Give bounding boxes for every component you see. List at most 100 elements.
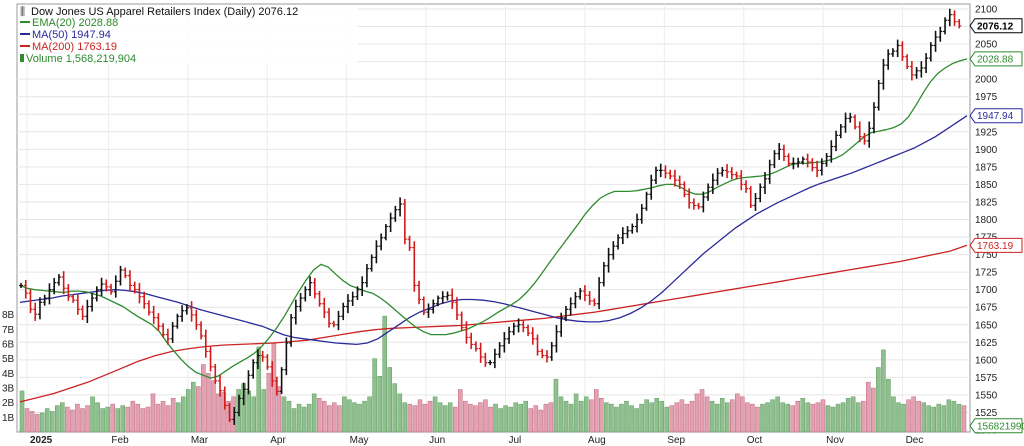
ma50-layer — [19, 115, 968, 346]
price-bar — [606, 247, 611, 273]
price-bar — [383, 223, 388, 241]
price-bar — [682, 181, 687, 198]
volume-bar — [704, 396, 710, 433]
volume-bar — [357, 403, 362, 433]
volume-bar — [321, 400, 327, 433]
month-label: Mar — [191, 435, 209, 446]
volume-bar — [820, 399, 826, 433]
volume-tick-label: 4B — [2, 369, 15, 380]
volume-bar — [180, 396, 186, 433]
legend-ema20: EMA(20) 2028.88 — [20, 17, 118, 29]
price-bar — [530, 327, 535, 345]
volume-bar — [165, 405, 171, 433]
volume-bar — [553, 378, 559, 433]
price-bar — [94, 286, 99, 302]
price-bar — [175, 313, 180, 329]
y-tick-label: 1750 — [975, 250, 998, 261]
volume-bar — [891, 396, 896, 433]
volume-bar — [342, 396, 347, 433]
volume-bar — [634, 408, 639, 433]
price-bar — [459, 311, 464, 331]
price-bar — [639, 204, 644, 224]
price-bar — [886, 49, 891, 70]
price-bar — [308, 276, 313, 296]
volume-bar — [528, 408, 534, 433]
price-bar — [535, 334, 540, 356]
price-bar — [355, 286, 360, 301]
price-bar — [914, 66, 919, 79]
price-bar — [364, 263, 369, 288]
volume-bar — [866, 381, 871, 433]
price-bar — [232, 406, 237, 425]
price-bar — [578, 288, 583, 300]
volume-bar — [619, 403, 624, 433]
volume-bar — [110, 403, 115, 433]
month-label: Oct — [747, 435, 763, 446]
price-bar — [194, 309, 199, 330]
price-bar — [246, 370, 251, 395]
price-bar — [109, 283, 114, 295]
price-bar — [23, 279, 28, 299]
price-bar — [464, 321, 469, 344]
volume-bar — [105, 406, 110, 433]
price-bar — [274, 376, 279, 396]
volume-bar — [34, 414, 40, 433]
volume-bar — [332, 402, 337, 433]
volume-bar — [513, 402, 518, 433]
price-bar — [734, 171, 739, 179]
volume-bar — [352, 402, 357, 433]
price-bar — [791, 157, 796, 170]
price-bar — [473, 341, 478, 352]
volume-bar — [951, 400, 957, 433]
price-tag: 1568219904 — [969, 418, 1024, 434]
price-bar — [616, 234, 621, 250]
volume-bar — [452, 406, 458, 433]
y-tick-label: 1900 — [975, 145, 998, 156]
price-tag-box — [969, 418, 1023, 434]
price-bar — [42, 294, 47, 306]
price-bar — [213, 363, 218, 384]
price-bar — [289, 313, 294, 347]
volume-bar — [906, 399, 911, 433]
price-bar — [905, 54, 910, 70]
price-bar — [568, 297, 573, 316]
volume-bar — [463, 400, 468, 433]
price-bar — [658, 163, 663, 178]
price-tag-box — [969, 108, 1023, 124]
volume-bar — [629, 405, 634, 433]
price-bar — [919, 61, 924, 78]
price-tag-box — [969, 237, 1023, 253]
price-bar — [881, 58, 886, 90]
price-bar — [720, 167, 725, 177]
volume-bar — [956, 403, 962, 433]
volume-bar — [573, 393, 579, 433]
price-bar — [127, 270, 132, 291]
volume-bar — [609, 403, 614, 433]
volume-bar — [604, 402, 609, 433]
volume-bar — [125, 406, 131, 433]
volume-bar — [185, 389, 191, 433]
volume-bar — [508, 406, 513, 433]
volume-bar — [538, 409, 544, 433]
price-bar — [729, 167, 734, 180]
y-tick-label: 1825 — [975, 197, 998, 208]
price-bar — [952, 10, 957, 26]
volume-tick-label: 2B — [2, 398, 15, 409]
price-bar — [33, 302, 38, 321]
volume-bar — [850, 396, 856, 433]
price-bar — [653, 166, 658, 185]
price-bar — [786, 153, 791, 167]
volume-bar — [130, 400, 136, 433]
y-tick-label: 1800 — [975, 215, 998, 226]
volume-bar — [855, 402, 861, 433]
price-bar — [871, 102, 876, 134]
volume-bar — [19, 390, 25, 433]
volume-bar — [135, 403, 141, 433]
ma200-line — [19, 244, 968, 403]
price-bar — [957, 19, 962, 29]
price-bar — [156, 313, 161, 331]
price-tag-box — [969, 18, 1023, 34]
price-bar — [66, 284, 71, 301]
volume-bar — [468, 403, 473, 433]
volume-bar — [337, 405, 342, 433]
